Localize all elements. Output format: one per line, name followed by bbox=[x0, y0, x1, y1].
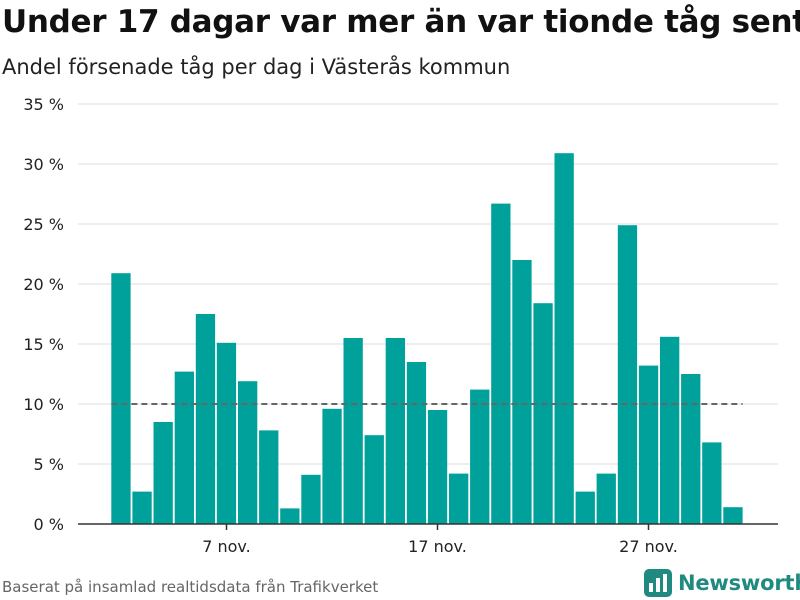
bar bbox=[491, 203, 511, 524]
y-tick-label: 15 % bbox=[23, 335, 64, 354]
bar bbox=[617, 225, 638, 524]
bar bbox=[512, 260, 532, 524]
bar bbox=[449, 473, 469, 524]
x-axis bbox=[78, 523, 778, 530]
bar bbox=[385, 338, 405, 524]
bar bbox=[238, 381, 258, 524]
bars bbox=[111, 153, 743, 524]
bar bbox=[174, 371, 194, 524]
x-tick-label: 17 nov. bbox=[408, 537, 467, 556]
y-tick-label: 35 % bbox=[23, 95, 64, 114]
brand-name: Newsworthy bbox=[678, 571, 800, 595]
bar bbox=[470, 389, 490, 524]
x-tick-label: 27 nov. bbox=[619, 537, 678, 556]
bar-chart-logo-icon bbox=[644, 569, 672, 597]
x-tick-label: 7 nov. bbox=[202, 537, 251, 556]
bar bbox=[343, 338, 363, 524]
bar bbox=[554, 153, 574, 524]
bar bbox=[195, 314, 216, 524]
bar bbox=[280, 508, 300, 524]
y-tick-label: 25 % bbox=[23, 215, 64, 234]
bar bbox=[723, 507, 743, 524]
bar bbox=[596, 473, 616, 524]
bar bbox=[132, 491, 152, 524]
bar bbox=[702, 442, 722, 524]
bar bbox=[111, 273, 131, 524]
bar bbox=[681, 374, 701, 524]
bar bbox=[575, 491, 595, 524]
source-note: Baserat på insamlad realtidsdata från Tr… bbox=[2, 578, 379, 596]
bar bbox=[406, 362, 427, 524]
bar bbox=[660, 336, 680, 524]
x-axis-tick-labels: 7 nov. 17 nov. 27 nov. bbox=[202, 537, 678, 556]
bar bbox=[364, 435, 384, 524]
bar-chart: 0 % 5 % 10 % 15 % 20 % 25 % 30 % 35 % 7 nov. 17 … bbox=[23, 95, 778, 556]
bar bbox=[216, 342, 237, 524]
bar bbox=[638, 365, 659, 524]
y-tick-label: 20 % bbox=[23, 275, 64, 294]
bar bbox=[153, 422, 173, 524]
y-tick-label: 0 % bbox=[34, 515, 64, 534]
y-tick-label: 30 % bbox=[23, 155, 64, 174]
y-axis-tick-labels: 0 % 5 % 10 % 15 % 20 % 25 % 30 % 35 % bbox=[23, 95, 64, 534]
chart-subtitle: Andel försenade tåg per dag i Västerås k… bbox=[2, 55, 511, 79]
bar bbox=[259, 430, 279, 524]
chart-title: Under 17 dagar var mer än var tionde tåg… bbox=[2, 4, 800, 40]
bar bbox=[322, 408, 342, 524]
bar bbox=[533, 303, 553, 524]
bar bbox=[427, 410, 448, 524]
y-tick-label: 10 % bbox=[23, 395, 64, 414]
bar bbox=[301, 474, 321, 524]
brand-logo: Newsworthy bbox=[644, 568, 800, 598]
y-tick-label: 5 % bbox=[34, 455, 64, 474]
